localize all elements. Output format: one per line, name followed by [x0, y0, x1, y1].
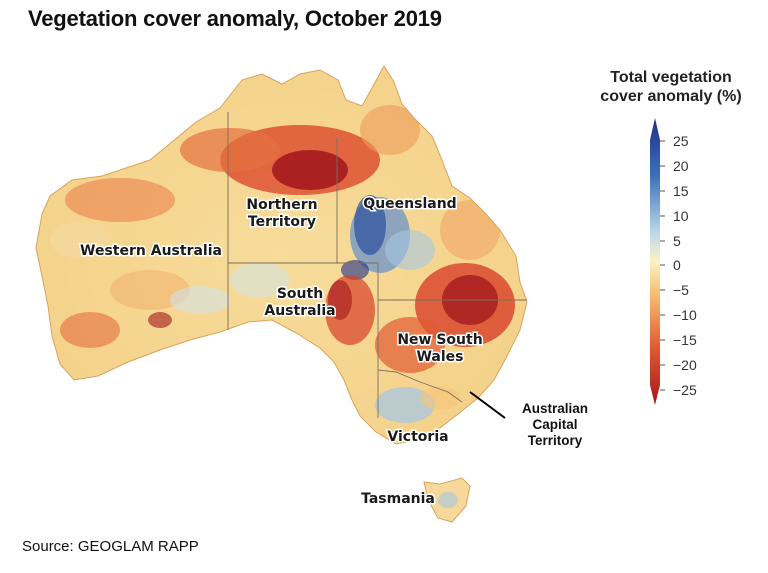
- legend-title-line1: Total vegetation: [610, 69, 732, 86]
- anomaly-patches: [50, 105, 515, 423]
- label-queensland: Queensland: [363, 196, 456, 212]
- label-act-line1: Australian: [521, 401, 589, 416]
- legend-colorbar: [650, 118, 660, 405]
- legend-tick-label: 15: [673, 183, 689, 199]
- legend-title-line2: cover anomaly (%): [600, 88, 742, 105]
- legend-tick-label: −10: [673, 307, 697, 323]
- label-nsw-2: Wales: [416, 349, 463, 365]
- legend-tick-label: 20: [673, 158, 689, 174]
- label-northern-territory-1: Northern: [246, 197, 317, 213]
- legend-tick-marks: [660, 140, 665, 391]
- label-western-australia: Western Australia: [80, 243, 222, 259]
- legend-tick-label: −25: [673, 382, 697, 398]
- label-act-line3: Territory: [527, 433, 583, 448]
- legend-title: Total vegetation cover anomaly (%): [586, 68, 756, 106]
- map-title: Vegetation cover anomaly, October 2019: [28, 6, 442, 31]
- legend-tick-label: 25: [673, 133, 689, 149]
- legend-tick-label: 5: [673, 233, 681, 249]
- label-nsw-1: New South: [397, 332, 482, 348]
- legend-tick-label: 10: [673, 208, 689, 224]
- legend-tick-label: 0: [673, 257, 681, 273]
- label-northern-territory-2: Territory: [248, 214, 316, 230]
- label-tasmania: Tasmania: [361, 491, 435, 507]
- label-act: Australian Capital Territory: [505, 401, 605, 449]
- tasmania-anomaly: [438, 492, 458, 508]
- legend-tick-label: −15: [673, 332, 697, 348]
- legend-tick-label: −5: [673, 282, 689, 298]
- source-note: Source: GEOGLAM RAPP: [22, 538, 199, 555]
- act-callout-line: [469, 391, 506, 419]
- legend-tick-label: −20: [673, 357, 697, 373]
- label-act-line2: Capital: [532, 417, 578, 432]
- state-borders: [227, 112, 527, 418]
- label-south-australia-1: South: [277, 286, 323, 302]
- label-south-australia-2: Australia: [264, 303, 335, 319]
- label-victoria: Victoria: [387, 429, 448, 445]
